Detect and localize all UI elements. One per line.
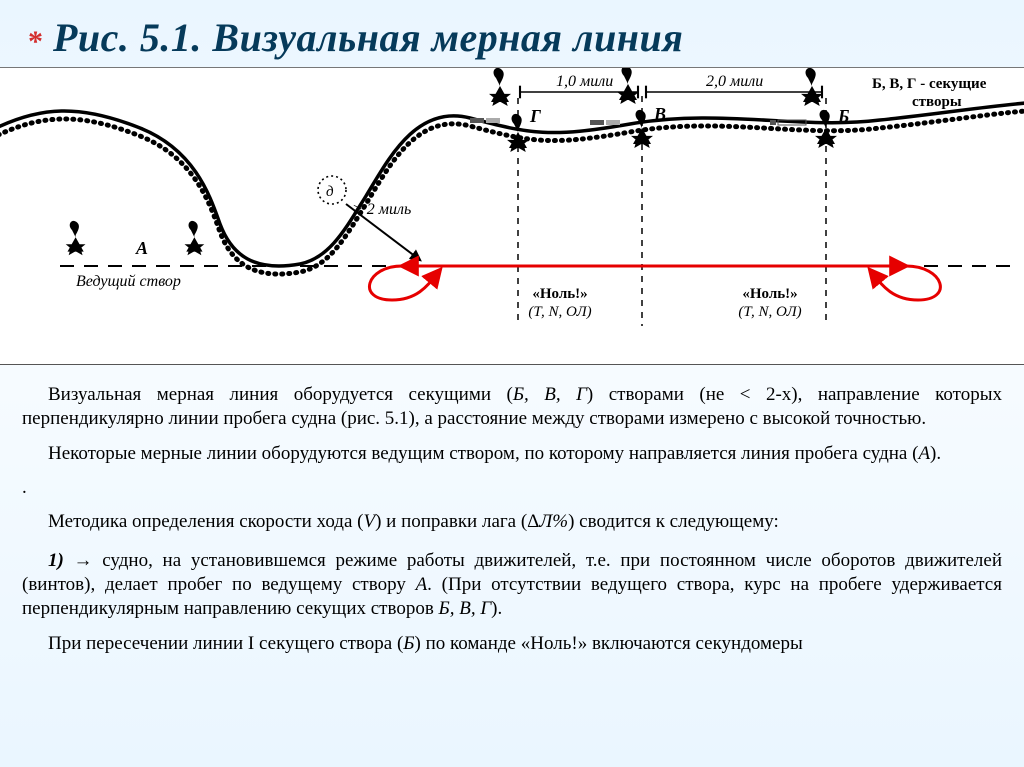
beacon-b-rear	[801, 68, 823, 106]
p3b: V	[363, 511, 375, 532]
label-2mile: 2,0 мили	[706, 73, 763, 90]
ship-turn-left	[369, 266, 440, 300]
title-asterisk-icon: *	[28, 27, 43, 57]
label-a-sub: Ведущий створ	[76, 273, 181, 290]
p2a: Некоторые мерные линии оборудуются ведущ…	[48, 443, 918, 464]
p3d: Л%	[539, 511, 568, 532]
label-1mile: 1,0 мили	[556, 73, 613, 90]
p2c: ).	[930, 443, 941, 464]
p4d: Б, В, Г	[439, 598, 492, 619]
p4b: А	[416, 574, 428, 595]
p3a: Методика определения скорости хода (	[48, 511, 363, 532]
p5b: Б	[403, 633, 414, 654]
body-text: Визуальная мерная линия оборудуется секу…	[0, 365, 1024, 656]
p1a: Визуальная мерная линия оборудуется секу…	[48, 384, 513, 405]
p5c: ) по команде «Ноль!» включаются секундом…	[415, 633, 803, 654]
range-mark-2	[590, 120, 620, 125]
label-a: А	[135, 238, 148, 258]
para-1: Визуальная мерная линия оборудуется секу…	[22, 383, 1002, 432]
label-v: В	[653, 104, 666, 124]
para-5: При пересечении линии I секущего створа …	[22, 632, 1002, 656]
note-right-2: створы	[912, 94, 962, 110]
label-b: Б	[837, 106, 849, 126]
para-3: Методика определения скорости хода (V) и…	[22, 510, 1002, 534]
para-4: 1) → судно, на установившемся режиме раб…	[22, 549, 1002, 622]
beacon-v-rear	[617, 68, 639, 104]
diagram-svg: 1,0 мили 2,0 мили Г В Б Б, В, Г - секущи…	[0, 68, 1024, 364]
lone-dot: .	[22, 476, 1002, 500]
callout1-t1: «Ноль!»	[532, 286, 587, 302]
p5a: При пересечении линии I секущего створа …	[48, 633, 403, 654]
beacon-a-front	[185, 221, 205, 255]
p3e: ) сводится к следующему:	[568, 511, 779, 532]
beacon-g-rear	[489, 68, 511, 106]
label-g: Г	[529, 106, 541, 126]
buoy-letter: д	[326, 184, 334, 200]
callout1-t2: (Т, N, ОЛ)	[528, 304, 591, 320]
p1b: Б, В, Г	[513, 384, 587, 405]
p3c: ) и поправки лага (Δ	[375, 511, 539, 532]
coastline	[0, 102, 1024, 266]
beacon-a-rear	[66, 221, 86, 255]
callout2-t1: «Ноль!»	[742, 286, 797, 302]
callout2-t2: (Т, N, ОЛ)	[738, 304, 801, 320]
p4n: 1)	[48, 550, 64, 571]
ship-turn-right	[870, 266, 940, 300]
p2b: А	[918, 443, 930, 464]
figure-diagram: 1,0 мили 2,0 мили Г В Б Б, В, Г - секущи…	[0, 67, 1024, 365]
para-2: Некоторые мерные линии оборудуются ведущ…	[22, 442, 1002, 466]
page-title-row: * Рис. 5.1. Визуальная мерная линия	[0, 0, 1024, 67]
page-title: Рис. 5.1. Визуальная мерная линия	[53, 14, 683, 61]
p4e: ).	[491, 598, 502, 619]
note-right-1: Б, В, Г - секущие	[872, 76, 987, 92]
